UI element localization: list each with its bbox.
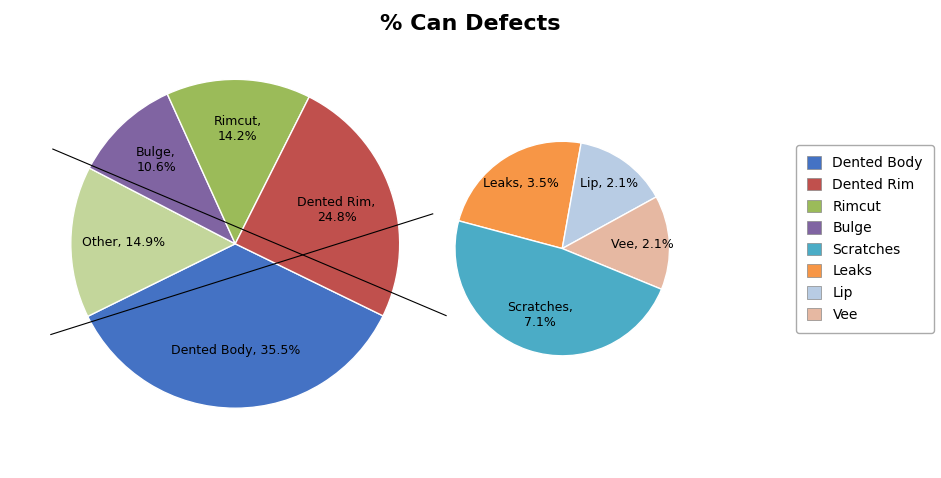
Text: Bulge,
10.6%: Bulge, 10.6%	[136, 146, 176, 174]
Wedge shape	[458, 141, 582, 249]
Text: % Can Defects: % Can Defects	[380, 14, 561, 34]
Text: Vee, 2.1%: Vee, 2.1%	[612, 238, 674, 250]
Wedge shape	[88, 244, 383, 408]
Text: Dented Body, 35.5%: Dented Body, 35.5%	[170, 344, 300, 357]
Text: Leaks, 3.5%: Leaks, 3.5%	[483, 177, 559, 190]
Wedge shape	[563, 143, 656, 249]
Text: Lip, 2.1%: Lip, 2.1%	[580, 177, 638, 190]
Text: Other, 14.9%: Other, 14.9%	[82, 236, 165, 249]
Wedge shape	[89, 94, 235, 244]
Wedge shape	[563, 197, 669, 289]
Wedge shape	[71, 168, 235, 316]
Text: Rimcut,
14.2%: Rimcut, 14.2%	[214, 115, 262, 143]
Wedge shape	[455, 221, 662, 356]
Legend: Dented Body, Dented Rim, Rimcut, Bulge, Scratches, Leaks, Lip, Vee: Dented Body, Dented Rim, Rimcut, Bulge, …	[796, 145, 934, 333]
Wedge shape	[235, 97, 400, 316]
Text: Scratches,
7.1%: Scratches, 7.1%	[507, 301, 573, 329]
Wedge shape	[167, 79, 310, 244]
Text: Dented Rim,
24.8%: Dented Rim, 24.8%	[297, 196, 375, 224]
